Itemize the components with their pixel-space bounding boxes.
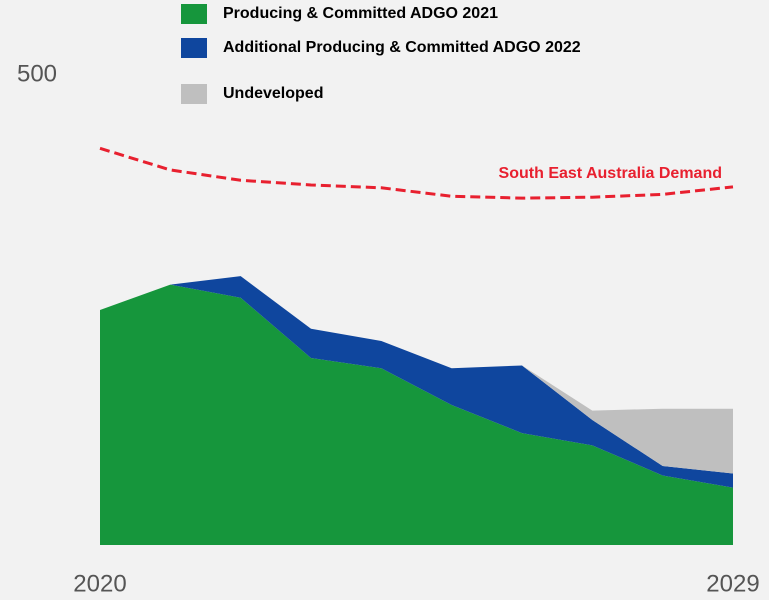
- area: [100, 276, 733, 488]
- legend-swatch: [181, 84, 207, 104]
- legend-label: Additional Producing & Committed ADGO 20…: [223, 39, 581, 56]
- legend-label: Producing & Committed ADGO 2021: [223, 5, 498, 22]
- legend-label: Undeveloped: [223, 85, 323, 102]
- y-tick-label: 500: [17, 60, 57, 87]
- x-tick-label: 2020: [73, 570, 126, 597]
- area: [100, 284, 733, 545]
- legend-swatch: [181, 38, 207, 58]
- area: [522, 365, 733, 474]
- legend-swatch: [181, 4, 207, 24]
- line-label: South East Australia Demand: [499, 165, 722, 182]
- x-tick-label: 2029: [706, 570, 759, 597]
- line: [99, 146, 734, 200]
